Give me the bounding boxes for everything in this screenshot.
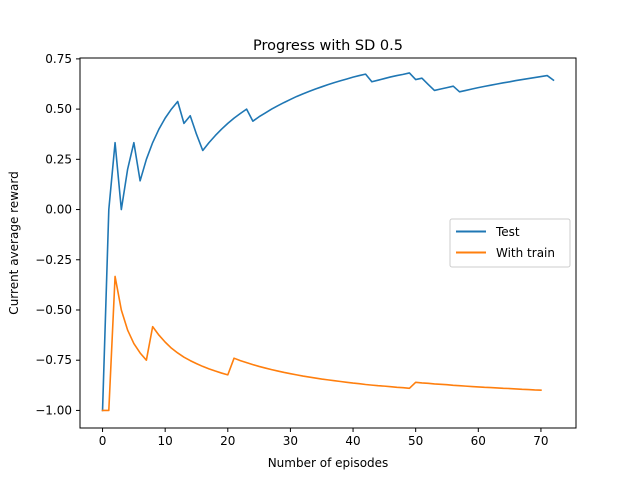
legend: Test With train bbox=[449, 218, 571, 268]
y-tick-label: −0.25 bbox=[35, 253, 72, 267]
y-tick-label: 0.75 bbox=[45, 52, 72, 66]
y-axis-ticks: −1.00 −0.75 −0.50 −0.25 0.00 0.25 0.50 0.75 bbox=[35, 52, 80, 417]
x-tick-label: 10 bbox=[158, 434, 173, 448]
x-tick-label: 40 bbox=[345, 434, 360, 448]
series-layer bbox=[101, 72, 555, 412]
y-tick-label: −1.00 bbox=[35, 403, 72, 417]
y-tick-label: 0.25 bbox=[45, 152, 72, 166]
series-line-with-train bbox=[101, 275, 542, 412]
x-tick-label: 0 bbox=[99, 434, 107, 448]
legend-label-test: Test bbox=[495, 225, 520, 239]
y-tick-label: 0.50 bbox=[45, 102, 72, 116]
x-axis-label: Number of episodes bbox=[268, 456, 389, 470]
y-axis-label: Current average reward bbox=[7, 171, 21, 314]
x-tick-label: 30 bbox=[283, 434, 298, 448]
plot-frame bbox=[79, 57, 577, 429]
x-tick-label: 50 bbox=[408, 434, 423, 448]
y-tick-label: 0.00 bbox=[45, 203, 72, 217]
series-line-test bbox=[101, 72, 555, 412]
x-tick-label: 60 bbox=[471, 434, 486, 448]
y-tick-label: −0.50 bbox=[35, 303, 72, 317]
legend-label-with-train: With train bbox=[496, 246, 555, 260]
y-tick-label: −0.75 bbox=[35, 353, 72, 367]
x-tick-label: 20 bbox=[220, 434, 235, 448]
x-tick-label: 70 bbox=[533, 434, 548, 448]
chart-title: Progress with SD 0.5 bbox=[253, 38, 403, 54]
x-axis-ticks: 0 10 20 30 40 50 60 70 bbox=[99, 428, 549, 448]
